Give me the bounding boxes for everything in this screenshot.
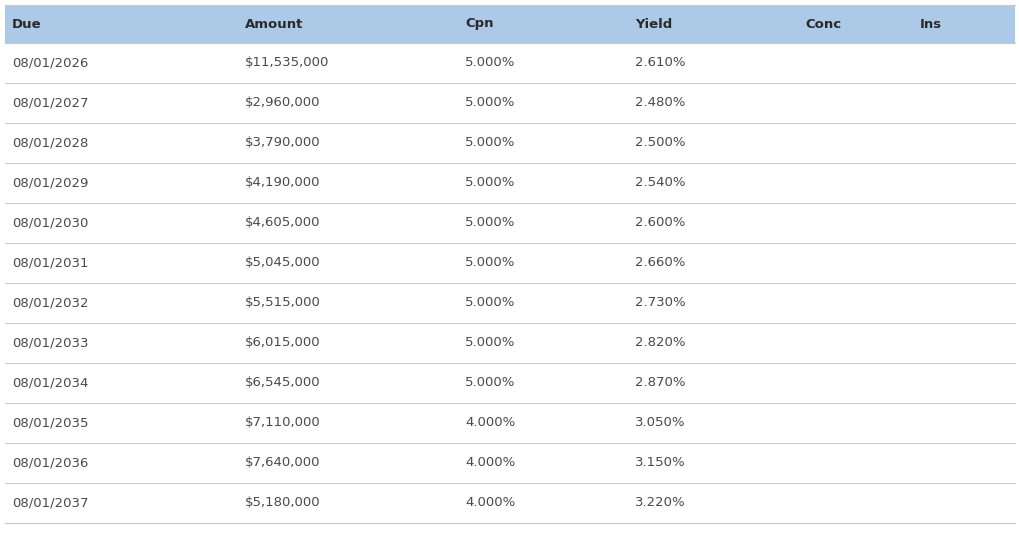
Text: 5.000%: 5.000% [465, 337, 515, 349]
Text: 08/01/2026: 08/01/2026 [12, 56, 89, 70]
Text: Conc: Conc [804, 18, 841, 30]
Text: 2.600%: 2.600% [635, 216, 685, 230]
Text: 5.000%: 5.000% [465, 97, 515, 109]
Text: 2.610%: 2.610% [635, 56, 685, 70]
Text: $11,535,000: $11,535,000 [245, 56, 329, 70]
Bar [5, 5, 1014, 43]
Text: $7,110,000: $7,110,000 [245, 417, 320, 429]
Text: 08/01/2028: 08/01/2028 [12, 136, 89, 150]
Text: $6,545,000: $6,545,000 [245, 376, 320, 390]
Text: 2.500%: 2.500% [635, 136, 685, 150]
Text: $5,180,000: $5,180,000 [245, 496, 320, 509]
Text: 5.000%: 5.000% [465, 56, 515, 70]
Text: $5,515,000: $5,515,000 [245, 296, 321, 310]
Text: Cpn: Cpn [465, 18, 493, 30]
Text: 08/01/2035: 08/01/2035 [12, 417, 89, 429]
Text: $7,640,000: $7,640,000 [245, 457, 320, 470]
Text: $3,790,000: $3,790,000 [245, 136, 320, 150]
Text: $2,960,000: $2,960,000 [245, 97, 320, 109]
Text: 5.000%: 5.000% [465, 177, 515, 189]
Text: Due: Due [12, 18, 42, 30]
Text: 08/01/2036: 08/01/2036 [12, 457, 89, 470]
Text: 08/01/2032: 08/01/2032 [12, 296, 89, 310]
Text: 4.000%: 4.000% [465, 496, 515, 509]
Text: 5.000%: 5.000% [465, 216, 515, 230]
Text: 3.050%: 3.050% [635, 417, 685, 429]
Text: 5.000%: 5.000% [465, 257, 515, 269]
Text: Ins: Ins [919, 18, 942, 30]
Text: 08/01/2027: 08/01/2027 [12, 97, 89, 109]
Text: 3.150%: 3.150% [635, 457, 685, 470]
Text: 08/01/2034: 08/01/2034 [12, 376, 89, 390]
Text: 08/01/2029: 08/01/2029 [12, 177, 89, 189]
Text: 3.220%: 3.220% [635, 496, 685, 509]
Text: $4,190,000: $4,190,000 [245, 177, 320, 189]
Text: $4,605,000: $4,605,000 [245, 216, 320, 230]
Text: 2.540%: 2.540% [635, 177, 685, 189]
Text: 4.000%: 4.000% [465, 417, 515, 429]
Text: 5.000%: 5.000% [465, 296, 515, 310]
Text: 5.000%: 5.000% [465, 376, 515, 390]
Text: 2.730%: 2.730% [635, 296, 685, 310]
Text: 08/01/2037: 08/01/2037 [12, 496, 89, 509]
Text: 2.870%: 2.870% [635, 376, 685, 390]
Text: $5,045,000: $5,045,000 [245, 257, 320, 269]
Text: 08/01/2030: 08/01/2030 [12, 216, 89, 230]
Text: 08/01/2033: 08/01/2033 [12, 337, 89, 349]
Text: 5.000%: 5.000% [465, 136, 515, 150]
Text: 4.000%: 4.000% [465, 457, 515, 470]
Text: 2.660%: 2.660% [635, 257, 685, 269]
Text: 2.820%: 2.820% [635, 337, 685, 349]
Text: $6,015,000: $6,015,000 [245, 337, 320, 349]
Text: 2.480%: 2.480% [635, 97, 685, 109]
Text: Yield: Yield [635, 18, 672, 30]
Text: 08/01/2031: 08/01/2031 [12, 257, 89, 269]
Text: Amount: Amount [245, 18, 303, 30]
